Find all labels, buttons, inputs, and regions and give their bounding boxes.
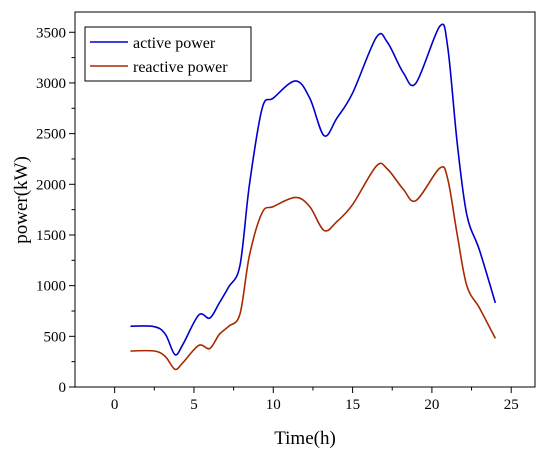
x-tick-label: 15 [345, 397, 360, 413]
x-axis: 0 5 10 15 20 25 [111, 387, 519, 413]
x-tick-label: 0 [111, 397, 119, 413]
y-axis: 0 500 1000 1500 2000 2500 3000 3500 [36, 25, 75, 396]
x-tick-label: 5 [190, 397, 198, 413]
y-tick-label: 2500 [36, 127, 66, 143]
series-line-active-power [130, 23, 497, 356]
y-tick-label: 3500 [36, 25, 66, 41]
x-tick-label: 20 [424, 397, 439, 413]
x-tick-label: 25 [504, 397, 519, 413]
series-line-reactive-power [130, 162, 497, 371]
legend-label-reactive-power: reactive power [133, 59, 228, 76]
y-tick-label: 500 [44, 329, 67, 345]
x-axis-title: Time(h) [274, 428, 336, 449]
legend: active power reactive power [84, 26, 252, 82]
y-tick-label: 2000 [36, 177, 66, 193]
y-tick-label: 1000 [36, 279, 66, 295]
x-tick-label: 10 [266, 397, 281, 413]
y-tick-label: 0 [59, 380, 67, 396]
y-tick-label: 3000 [36, 76, 66, 92]
y-axis-title: power(kW) [11, 156, 32, 244]
legend-label-active-power: active power [133, 35, 216, 52]
y-tick-label: 1500 [36, 228, 66, 244]
legend-box [84, 26, 252, 82]
series-layer [130, 23, 497, 371]
plot-frame [74, 11, 536, 388]
